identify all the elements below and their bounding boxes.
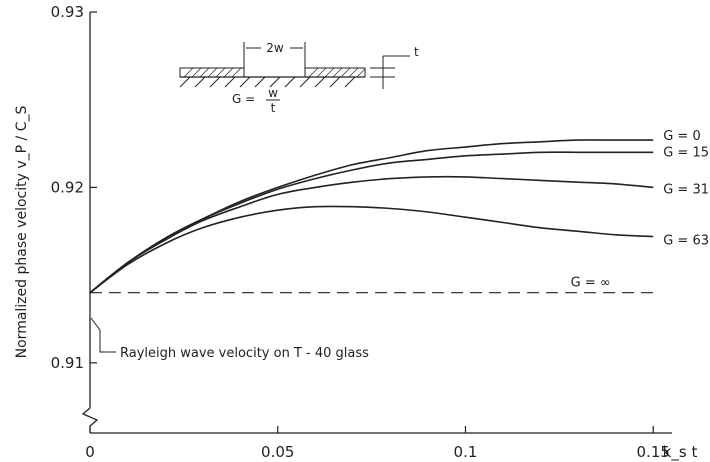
- series-label: G = 0: [663, 129, 701, 144]
- inset-thickness-label: t: [414, 45, 419, 59]
- series-label: G = 31: [663, 182, 709, 197]
- x-tick-label: 0.05: [261, 443, 294, 461]
- x-tick-label: 0.15: [637, 443, 670, 461]
- y-tick-label: 0.92: [51, 178, 84, 196]
- inset-right-film: [304, 67, 366, 78]
- axis-ticks: 0 0.05 0.1 0.15 0.91 0.92 0.93: [51, 3, 670, 461]
- inset-left-film: [179, 67, 245, 78]
- annotation-leader: [90, 317, 116, 353]
- series-label: G = 63: [663, 234, 709, 249]
- inset-formula-denominator: t: [271, 101, 276, 115]
- x-axis-label: k_s t: [663, 443, 698, 462]
- series-label: G = 15.6: [663, 145, 710, 160]
- data-series: [89, 139, 654, 294]
- x-tick-label: 0.1: [454, 443, 478, 461]
- inset-diagram: 2w t G = w t: [179, 41, 419, 115]
- inset-film-hatch: [183, 67, 366, 78]
- series-line: [89, 205, 654, 294]
- y-tick-label: 0.93: [51, 3, 84, 21]
- inset-formula-lhs: G =: [232, 92, 255, 106]
- inset-formula-numerator: w: [268, 86, 278, 100]
- annotation-text: Rayleigh wave velocity on T - 40 glass: [120, 346, 369, 361]
- series-line: [89, 139, 654, 294]
- y-tick-label: 0.91: [51, 354, 84, 372]
- series-label: G = ∞: [571, 276, 611, 291]
- y-axis-label: Normalized phase velocity v_P / C_S: [14, 106, 30, 359]
- x-tick-label: 0: [85, 443, 95, 461]
- inset-substrate-hatch: [179, 76, 356, 88]
- series-line: [89, 151, 654, 294]
- inset-width-label: 2w: [266, 41, 284, 55]
- series-labels: G = 0G = 15.6 G = 31 G = 63 G = ∞: [571, 129, 710, 291]
- series-line: [89, 175, 654, 294]
